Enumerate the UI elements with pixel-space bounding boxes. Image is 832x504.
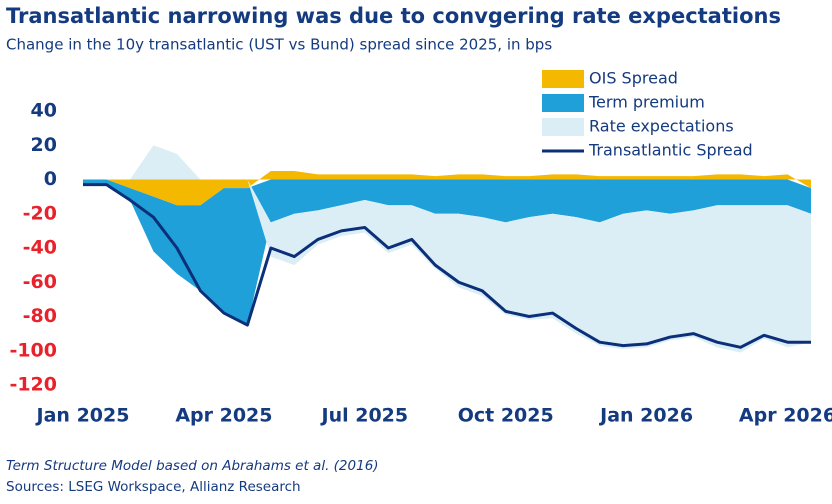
plot-area: -120 -100 -80 -60 -40 -20 0 20 40 Jan 2025 Apr 202…	[9, 100, 832, 427]
line	[83, 183, 811, 349]
x-tick-label: Jul 2025	[320, 405, 409, 427]
legend-label: Term premium	[588, 93, 705, 112]
y-tick-label: -20	[23, 202, 57, 224]
y-tick-label: -100	[9, 339, 57, 361]
y-tick-label: 20	[31, 134, 57, 156]
area	[83, 145, 811, 353]
legend: OIS Spread Term premium Rate expectations T…	[542, 69, 753, 160]
x-tick-label: Oct 2025	[458, 405, 554, 427]
legend-swatch	[542, 118, 584, 136]
x-tick-label: Apr 2026	[739, 405, 832, 427]
x-tick-label: Apr 2025	[175, 405, 272, 427]
source: Sources: LSEG Workspace, Allianz Researc…	[6, 479, 301, 495]
legend-swatch	[542, 94, 584, 112]
chart-title: Transatlantic narrowing was due to convg…	[6, 4, 781, 28]
legend-label: Transatlantic Spread	[588, 141, 753, 160]
legend-label: OIS Spread	[589, 69, 678, 88]
y-tick-label: -120	[9, 374, 57, 396]
y-tick-label: 0	[44, 168, 57, 190]
y-tick-label: -40	[23, 237, 57, 259]
y-tick-label: -80	[23, 305, 57, 327]
x-tick-label: Jan 2025	[35, 405, 130, 427]
legend-label: Rate expectations	[589, 117, 734, 136]
y-tick-label: -60	[23, 271, 57, 293]
y-tick-label: 40	[31, 100, 57, 122]
legend-swatch	[542, 70, 584, 88]
note: Term Structure Model based on Abrahams e…	[6, 458, 379, 474]
x-tick-label: Jan 2026	[598, 405, 693, 427]
chart-subtitle: Change in the 10y transatlantic (UST vs …	[6, 36, 552, 54]
